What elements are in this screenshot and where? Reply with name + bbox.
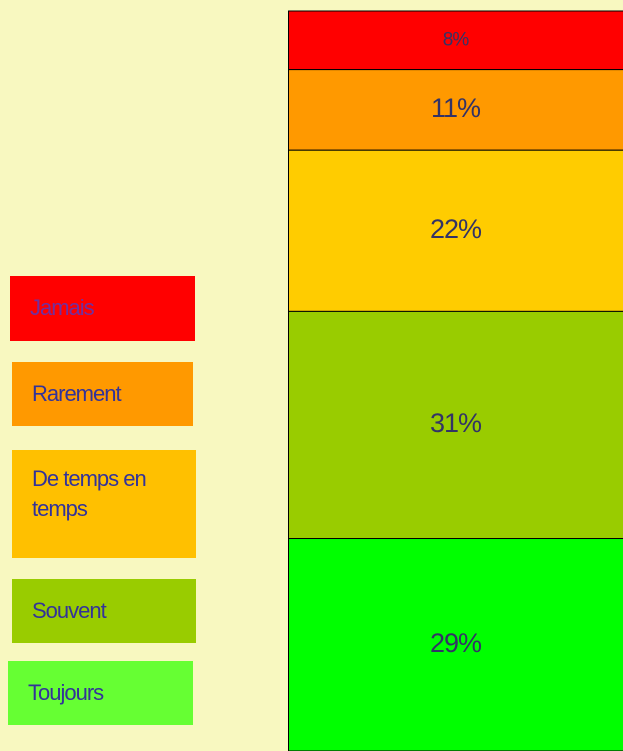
legend-entry: Toujours <box>8 661 193 725</box>
data-label: 31% <box>430 408 482 438</box>
legend-entry: Souvent <box>12 579 196 643</box>
bar-segment <box>288 310 623 540</box>
legend-entry: Jamais <box>10 276 195 341</box>
bar-segment <box>288 10 623 71</box>
data-label: 11% <box>431 93 481 123</box>
bar-segment <box>288 538 623 751</box>
data-label: 22% <box>430 214 482 244</box>
data-label: 29% <box>430 628 482 658</box>
data-label: 8% <box>443 29 470 50</box>
bar-segment <box>288 149 623 312</box>
legend-entry: Rarement <box>12 362 193 426</box>
legend-entry: De temps en temps <box>12 450 196 558</box>
bar-segment <box>288 69 623 151</box>
